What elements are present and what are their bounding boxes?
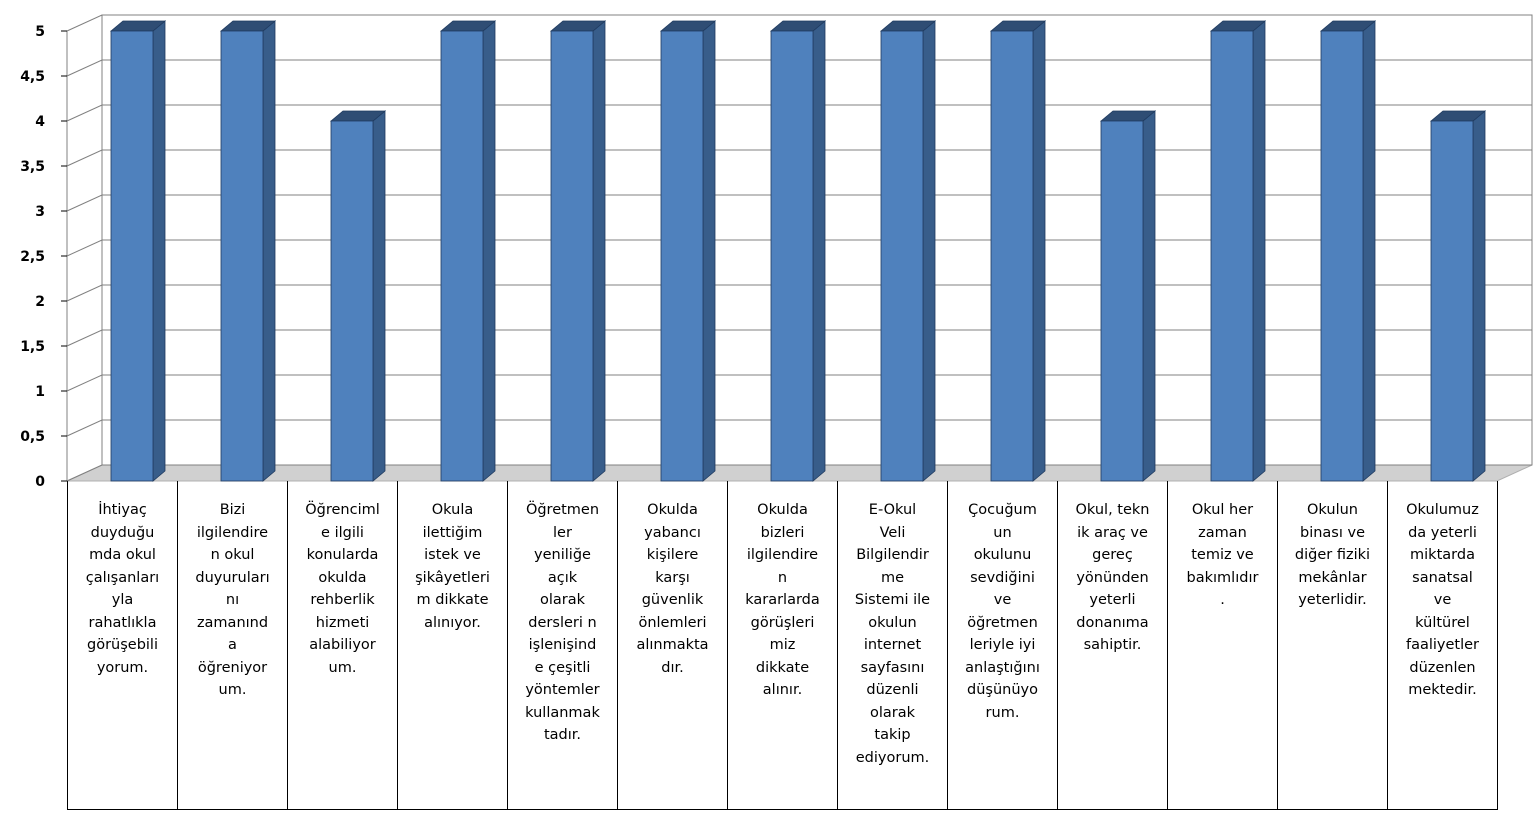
bar-front bbox=[1430, 120, 1474, 482]
bar-side bbox=[592, 20, 606, 482]
category-label: Okulda yabancı kişilere karşı güvenlik ö… bbox=[617, 481, 727, 810]
bar bbox=[329, 110, 387, 482]
gridline bbox=[66, 464, 1532, 482]
y-tick-label: 5 bbox=[35, 24, 45, 40]
category-label: İhtiyaç duyduğu mda okul çalışanları yla… bbox=[67, 481, 177, 810]
gridline bbox=[66, 329, 1532, 347]
bar-side bbox=[702, 20, 716, 482]
y-tick-label: 4,5 bbox=[20, 69, 45, 85]
category-label: Okulun binası ve diğer fiziki mekânlar y… bbox=[1277, 481, 1387, 810]
category-label: Okulda bizleri ilgilendire n kararlarda … bbox=[727, 481, 837, 810]
chart-bars bbox=[109, 20, 1487, 482]
bar-front bbox=[110, 30, 154, 482]
gridline bbox=[66, 59, 1532, 77]
bar-side bbox=[1032, 20, 1046, 482]
bar-side bbox=[482, 20, 496, 482]
gridline bbox=[66, 239, 1532, 257]
y-tick-label: 4 bbox=[35, 114, 45, 130]
bar-front bbox=[1210, 30, 1254, 482]
category-label: Okul her zaman temiz ve bakımlıdır . bbox=[1167, 481, 1277, 810]
bar-side bbox=[152, 20, 166, 482]
gridline bbox=[66, 104, 1532, 122]
category-label: Çocuğum un okulunu sevdiğini ve öğretmen… bbox=[947, 481, 1057, 810]
bar-front bbox=[880, 30, 924, 482]
bar-front bbox=[990, 30, 1034, 482]
bar-side bbox=[372, 110, 386, 482]
bar bbox=[659, 20, 717, 482]
gridline bbox=[66, 419, 1532, 437]
category-label: Okula ilettiğim istek ve şikâyetleri m d… bbox=[397, 481, 507, 810]
y-tick-label: 1 bbox=[35, 384, 45, 400]
bar bbox=[1429, 110, 1487, 482]
category-label: Öğrenciml e ilgili konularda okulda rehb… bbox=[287, 481, 397, 810]
bar-side bbox=[922, 20, 936, 482]
category-label: Bizi ilgilendire n okul duyuruları nı za… bbox=[177, 481, 287, 810]
bar-front bbox=[220, 30, 264, 482]
y-tick-label: 3 bbox=[35, 204, 45, 220]
bar bbox=[219, 20, 277, 482]
bar bbox=[989, 20, 1047, 482]
bar-side bbox=[1472, 110, 1486, 482]
bar-side bbox=[1362, 20, 1376, 482]
category-label: Öğretmen ler yeniliğe açık olarak dersle… bbox=[507, 481, 617, 810]
bar bbox=[549, 20, 607, 482]
gridline bbox=[66, 284, 1532, 302]
bar bbox=[439, 20, 497, 482]
y-tick-label: 2 bbox=[35, 294, 45, 310]
bar-front bbox=[550, 30, 594, 482]
y-tick-label: 3,5 bbox=[20, 159, 45, 175]
bar-side bbox=[1142, 110, 1156, 482]
category-label: Okulumuz da yeterli miktarda sanatsal ve… bbox=[1387, 481, 1498, 810]
gridline bbox=[66, 14, 1532, 32]
gridline bbox=[66, 149, 1532, 167]
y-tick-label: 0,5 bbox=[20, 429, 45, 445]
bar-front bbox=[440, 30, 484, 482]
bar bbox=[879, 20, 937, 482]
bar bbox=[109, 20, 167, 482]
bar bbox=[769, 20, 827, 482]
bar bbox=[1319, 20, 1377, 482]
bar-side bbox=[1252, 20, 1266, 482]
chart-gridlines bbox=[66, 14, 1532, 482]
bar bbox=[1209, 20, 1267, 482]
bar-front bbox=[1320, 30, 1364, 482]
bar-front bbox=[660, 30, 704, 482]
category-label: Okul, tekn ik araç ve gereç yönünden yet… bbox=[1057, 481, 1167, 810]
y-tick-label: 1,5 bbox=[20, 339, 45, 355]
bar-front bbox=[330, 120, 374, 482]
gridline bbox=[66, 194, 1532, 212]
bar-side bbox=[262, 20, 276, 482]
y-axis: 0 0,5 1 1,5 2 2,5 3 3,5 4 4,5 5 bbox=[20, 24, 67, 490]
bar-front bbox=[770, 30, 814, 482]
bar-front bbox=[1100, 120, 1144, 482]
bar-side bbox=[812, 20, 826, 482]
gridline bbox=[66, 374, 1532, 392]
y-tick-label: 2,5 bbox=[20, 249, 45, 265]
y-tick-label: 0 bbox=[35, 474, 45, 490]
bar bbox=[1099, 110, 1157, 482]
category-label: E-Okul Veli Bilgilendir me Sistemi ile o… bbox=[837, 481, 947, 810]
